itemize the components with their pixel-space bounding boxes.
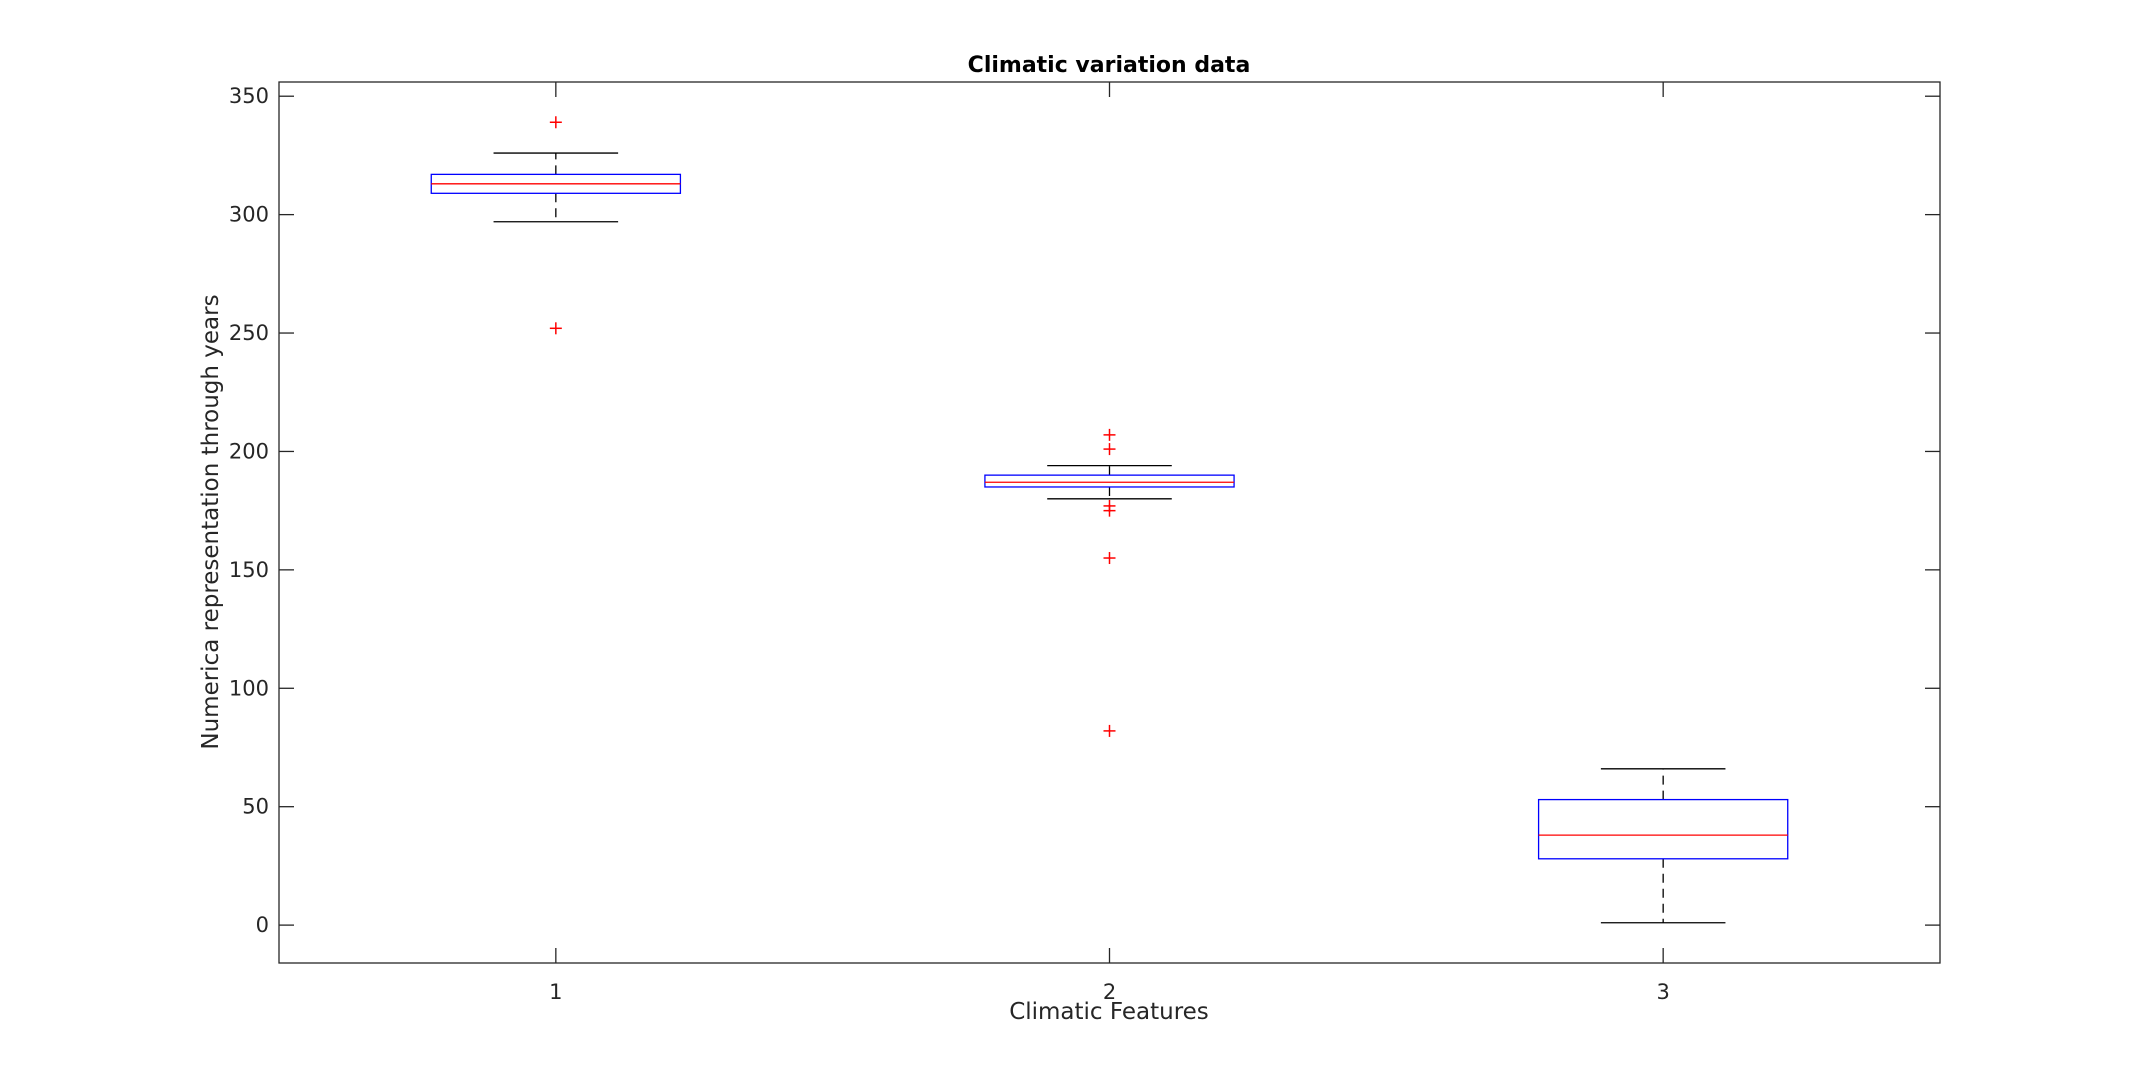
y-tick-label: 150: [229, 558, 269, 582]
y-tick-label: 350: [229, 84, 269, 108]
iqr-box: [1537, 798, 1789, 860]
outlier-marker: [1103, 428, 1116, 441]
axis-ticks: 0 50 100 150 200 250 300 350 1 2 3: [229, 82, 1940, 1004]
outlier-marker: [1103, 724, 1116, 737]
chart-title: Climatic variation data: [968, 53, 1251, 78]
box-3: [1537, 768, 1789, 924]
x-tick-label: 1: [549, 980, 562, 1004]
y-tick-label: 300: [229, 203, 269, 227]
iqr-box: [984, 474, 1235, 488]
y-axis-title: Numerica representation through years: [198, 294, 224, 749]
box-series: [430, 116, 1789, 924]
outlier-marker: [549, 116, 562, 129]
y-tick-label: 100: [229, 676, 269, 700]
y-tick-label: 50: [242, 795, 269, 819]
outlier-marker: [1103, 504, 1116, 517]
x-axis-title: Climatic Features: [1009, 999, 1209, 1025]
x-tick-label: 3: [1656, 980, 1669, 1004]
plot-area-frame: [278, 81, 1941, 964]
outlier-marker: [1103, 552, 1116, 565]
x-tick-label: 2: [1103, 980, 1116, 1004]
box-1: [430, 116, 682, 335]
y-tick-label: 200: [229, 439, 269, 463]
outlier-marker: [549, 322, 562, 335]
box-2: [984, 428, 1235, 737]
outlier-marker: [1103, 443, 1116, 456]
y-tick-label: 250: [229, 321, 269, 345]
y-tick-label: 0: [256, 913, 269, 937]
